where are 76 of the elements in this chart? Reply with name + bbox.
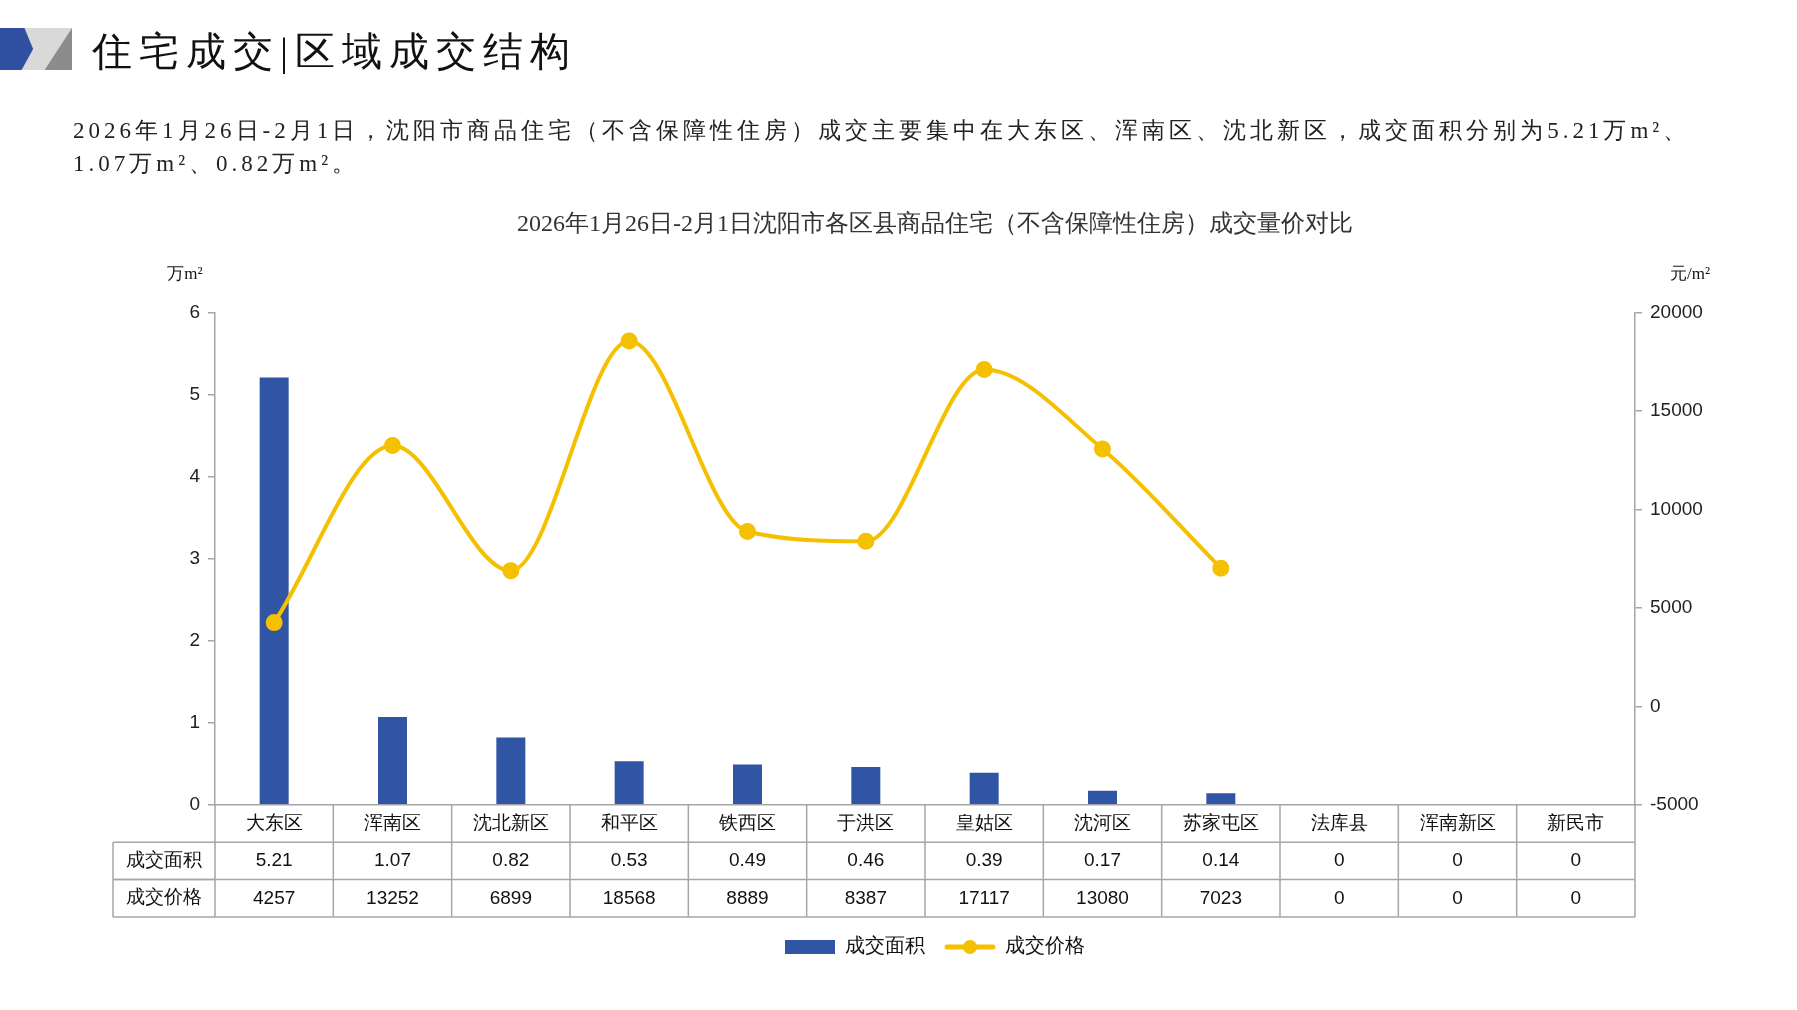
data-label: 18568 — [602, 886, 656, 908]
x-tick-label: 浑南区 — [364, 812, 421, 834]
point — [1212, 559, 1230, 577]
data-label: 7023 — [1199, 886, 1242, 908]
y2-axis-title: 元/m² — [1669, 264, 1711, 284]
x-tick-label: 沈北新区 — [472, 812, 549, 834]
point — [384, 437, 401, 455]
data-label: 0.53 — [610, 849, 648, 871]
x-tick-label: 皇姑区 — [955, 812, 1013, 834]
data-label: 0 — [1570, 849, 1582, 871]
text: 0 — [1333, 886, 1345, 908]
data-label: 0.49 — [729, 849, 766, 871]
text: 2026年1月26日-2月1日，沈阳市商品住宅（不含保障性住房）成交主要集中在大东区、浑南区、沈北新区，成交面积分别为5.21万m²、1.07万m²、0.82万m²。 — [73, 117, 1692, 178]
y2-tick-label: 15000 — [1650, 399, 1703, 421]
x-tick-label: 苏家屯区 — [1182, 812, 1259, 834]
legend-label: 成交价格 — [1005, 934, 1085, 957]
y2-tick-label: 20000 — [1650, 301, 1703, 323]
bar — [259, 377, 289, 805]
point — [620, 332, 638, 350]
data-label: 0.46 — [847, 849, 885, 871]
y-tick-label: 6 — [189, 301, 200, 323]
point — [502, 562, 520, 580]
text: 成交面积 — [126, 848, 202, 870]
y2-tick-label: 10000 — [1650, 497, 1703, 519]
x-tick-label: 于洪区 — [837, 812, 895, 834]
data-label: 0.17 — [1084, 849, 1121, 871]
point — [739, 522, 756, 540]
bar — [614, 761, 644, 805]
x-tick-label: 沈河区 — [1074, 812, 1131, 834]
point — [265, 614, 283, 632]
text: 0 — [1570, 886, 1582, 908]
bar — [851, 767, 881, 805]
data-label: 0 — [1452, 849, 1463, 871]
bar — [969, 772, 999, 805]
y-tick-label: 3 — [189, 547, 200, 569]
y-tick-label: 0 — [189, 793, 200, 815]
text: 住宅成交|区域成交结构 — [92, 28, 578, 76]
x-tick-label: 铁西区 — [718, 812, 776, 834]
data-label: 0 — [1333, 849, 1345, 871]
data-label: 0.82 — [492, 849, 530, 871]
bar — [1206, 793, 1236, 805]
data-label: 8889 — [726, 886, 769, 908]
data-label: 6899 — [489, 886, 532, 908]
x-tick-label: 法库县 — [1310, 812, 1368, 834]
y-axis-title: 万m² — [167, 264, 203, 284]
y-tick-label: 2 — [189, 629, 200, 651]
y-tick-label: 4 — [189, 465, 201, 487]
data-label: 0.39 — [965, 849, 1003, 871]
y2-tick-label: 0 — [1650, 694, 1661, 716]
data-label: 0.14 — [1202, 849, 1240, 871]
legend-label: 成交面积 — [845, 934, 925, 957]
data-label: 1.07 — [374, 849, 411, 871]
data-label: 4257 — [253, 886, 296, 908]
chart-title: 2026年1月26日-2月1日沈阳市各区县商品住宅（不含保障性住房）成交量价对比 — [517, 209, 1353, 236]
point — [1094, 440, 1111, 458]
point — [857, 532, 875, 550]
y-tick-label: 5 — [189, 383, 200, 405]
y2-tick-label: 5000 — [1650, 596, 1693, 618]
x-tick-label: 和平区 — [600, 812, 658, 834]
bar — [378, 717, 407, 805]
bar — [1088, 790, 1117, 805]
bar — [496, 737, 526, 805]
y-tick-label: 1 — [189, 711, 200, 733]
data-label: 13080 — [1076, 886, 1129, 908]
text: 成交价格 — [126, 886, 202, 908]
bar — [733, 764, 762, 805]
data-label: 13252 — [366, 886, 419, 908]
x-tick-label: 大东区 — [245, 812, 303, 834]
x-tick-label: 新民市 — [1547, 812, 1605, 834]
data-label: 5.21 — [255, 849, 293, 871]
data-label: 8387 — [844, 886, 887, 908]
point — [975, 361, 993, 379]
y2-tick-label: -5000 — [1650, 793, 1699, 815]
data-label: 17117 — [958, 886, 1010, 908]
text: 0 — [1452, 886, 1463, 908]
x-tick-label: 浑南新区 — [1419, 812, 1496, 834]
